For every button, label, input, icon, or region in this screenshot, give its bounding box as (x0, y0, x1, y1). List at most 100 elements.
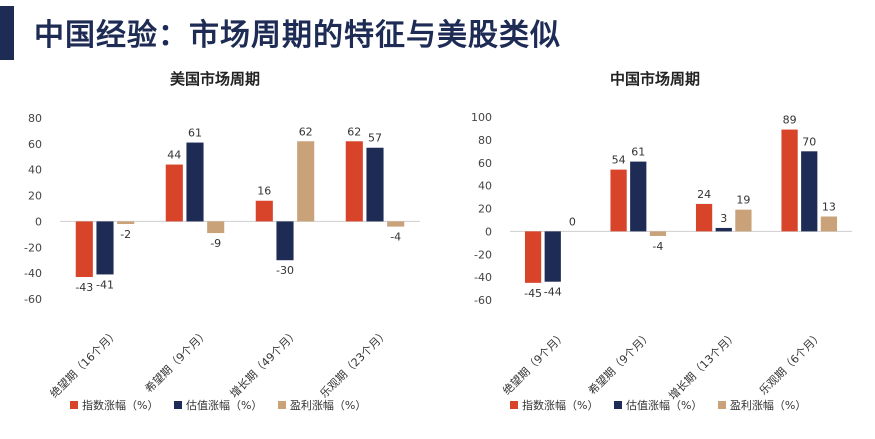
x-tick-label: 增长期（49个月） (227, 326, 301, 400)
legend-label-earnings: 盈利涨幅（%） (729, 399, 807, 412)
legend-swatch-valuation (173, 401, 182, 409)
bar-earnings (820, 216, 838, 232)
bar-value-label: -2 (120, 228, 131, 241)
chart-legend: 指数涨幅（%） 估值涨幅（%） 盈利涨幅（%） (70, 397, 378, 413)
bar-value-label: 70 (802, 135, 816, 148)
y-tick-label: 60 (28, 138, 42, 151)
legend-item-index: 指数涨幅（%） (510, 397, 598, 413)
bar-valuation (544, 231, 561, 282)
bar-index (524, 231, 542, 283)
legend-swatch-earnings (277, 401, 286, 409)
y-tick-label: -20 (474, 248, 492, 261)
page-title: 中国经验：市场周期的特征与美股类似 (34, 18, 561, 53)
chart-title: 中国市场周期 (609, 70, 700, 88)
legend-item-earnings: 盈利涨幅（%） (277, 397, 367, 413)
y-tick-label: 60 (478, 157, 492, 170)
bar-value-label: -30 (276, 264, 294, 277)
y-tick-label: -40 (474, 271, 492, 284)
bar-index (75, 221, 93, 278)
bar-index (165, 164, 183, 222)
us-market-cycle-chart: 美国市场周期 80 60 40 20 0 -20 -40 -60 -43 -41 -2 绝望期（16个… (0, 64, 430, 439)
legend-swatch-earnings (717, 401, 726, 409)
bar-value-label: 19 (736, 194, 750, 207)
chart-plot: 100 80 60 40 20 0 -20 -40 -60 -45 -44 0 绝望期（9个月） 54 61… (471, 111, 852, 402)
chart-legend: 指数涨幅（%） 估值涨幅（%） 盈利涨幅（%） (510, 397, 818, 413)
bar-value-label: 89 (783, 114, 797, 127)
legend-label-index: 指数涨幅（%） (82, 399, 159, 412)
chart-title: 美国市场周期 (169, 70, 260, 88)
bar-value-label: 0 (569, 215, 576, 228)
y-tick-label: 100 (471, 111, 492, 124)
y-tick-label: -40 (24, 267, 42, 280)
y-tick-label: -60 (24, 293, 42, 306)
bar-value-label: -43 (75, 281, 93, 294)
legend-label-valuation: 估值涨幅（%） (185, 399, 263, 412)
legend-swatch-index (510, 401, 518, 409)
bar-index (345, 141, 363, 222)
y-tick-label: 0 (485, 225, 492, 238)
x-tick-label: 乐观期（6个月） (757, 329, 826, 398)
y-tick-label: 80 (28, 112, 42, 125)
bar-earnings (117, 221, 135, 225)
bar-value-label: 16 (257, 185, 271, 198)
y-tick-label: -20 (24, 241, 42, 254)
bar-valuation (186, 142, 204, 222)
x-tick-label: 希望期（9个月） (585, 328, 654, 397)
x-tick-label: 绝望期（16个月） (47, 326, 121, 400)
bar-earnings (649, 231, 667, 236)
bar-earnings (207, 221, 225, 234)
bar-valuation (801, 151, 818, 232)
y-tick-label: 0 (35, 215, 42, 228)
bar-index (610, 169, 627, 232)
bar-valuation (96, 221, 114, 275)
legend-item-valuation: 估值涨幅（%） (613, 397, 703, 413)
bar-index (255, 200, 273, 222)
x-tick-label: 增长期（13个月） (666, 328, 740, 402)
y-tick-label: 20 (478, 203, 492, 216)
y-tick-label: 40 (478, 180, 492, 193)
x-tick-label: 绝望期（9个月） (500, 328, 569, 397)
bar-valuation (276, 221, 294, 261)
y-tick-label: 80 (478, 134, 492, 147)
bar-earnings (735, 209, 752, 232)
legend-swatch-index (70, 401, 78, 409)
y-tick-label: -60 (474, 294, 492, 307)
bar-value-label: 61 (631, 146, 645, 159)
bar-value-label: 61 (188, 127, 202, 140)
legend-item-valuation: 估值涨幅（%） (173, 397, 263, 413)
bar-index (781, 129, 798, 232)
bar-value-label: -4 (652, 240, 663, 253)
bar-earnings (297, 141, 315, 222)
bar-value-label: -4 (390, 231, 401, 244)
bar-value-label: 3 (720, 212, 727, 225)
bar-value-label: 24 (697, 188, 711, 201)
bar-index (695, 203, 713, 232)
x-tick-label: 希望期（9个月） (142, 326, 211, 395)
bar-value-label: 62 (347, 125, 361, 138)
china-market-cycle-chart: 中国市场周期 100 80 60 40 20 0 -20 -40 -60 -45 -44 0 绝望期（9… (440, 64, 870, 439)
legend-label-earnings: 盈利涨幅（%） (289, 399, 367, 412)
bar-value-label: 13 (822, 201, 836, 214)
bar-value-label: -41 (96, 278, 114, 291)
bar-value-label: 44 (167, 149, 181, 162)
y-tick-label: 40 (28, 164, 42, 177)
bar-value-label: 57 (368, 132, 382, 145)
title-accent-bar (0, 6, 14, 60)
legend-label-index: 指数涨幅（%） (522, 399, 599, 412)
bar-valuation (366, 147, 384, 222)
chart-plot: 80 60 40 20 0 -20 -40 -60 -43 -41 -2 绝望期（16个月） 44 61 -… (24, 112, 420, 401)
bar-value-label: -44 (544, 286, 562, 299)
legend-label-valuation: 估值涨幅（%） (625, 399, 703, 412)
legend-swatch-valuation (613, 401, 622, 409)
bar-earnings (387, 221, 405, 227)
y-tick-label: 20 (28, 190, 42, 203)
x-tick-label: 乐观期（23个月） (318, 327, 392, 401)
bar-valuation (630, 161, 647, 232)
bar-value-label: 62 (299, 125, 313, 138)
legend-item-index: 指数涨幅（%） (70, 397, 158, 413)
bar-value-label: -9 (210, 237, 221, 250)
legend-item-earnings: 盈利涨幅（%） (717, 397, 807, 413)
bar-value-label: 54 (612, 154, 626, 167)
bar-value-label: -45 (524, 287, 542, 300)
bar-valuation (715, 227, 732, 232)
